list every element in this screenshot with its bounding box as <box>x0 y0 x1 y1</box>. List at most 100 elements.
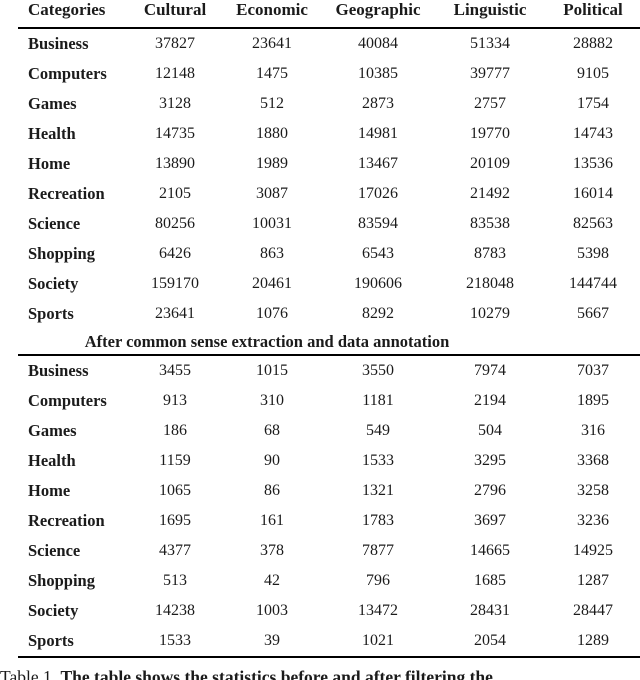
category-cell: Games <box>28 94 77 113</box>
table-row-science: Science 4377 378 7877 14665 14925 <box>18 536 640 566</box>
value-cell: 3550 <box>362 362 394 379</box>
value-cell: 51334 <box>470 35 510 52</box>
value-cell: 3087 <box>256 185 288 202</box>
value-cell: 83538 <box>470 215 510 232</box>
value-cell: 39777 <box>470 65 510 82</box>
value-cell: 190606 <box>354 275 402 292</box>
value-cell: 3258 <box>577 482 609 499</box>
table-row-sports: Sports 1533 39 1021 2054 1289 <box>18 626 640 658</box>
value-cell: 1159 <box>159 452 191 469</box>
table-row-recreation: Recreation 2105 3087 17026 21492 16014 <box>18 179 640 209</box>
value-cell: 5667 <box>577 305 609 322</box>
value-cell: 14981 <box>358 125 398 142</box>
value-cell: 14238 <box>155 602 195 619</box>
value-cell: 1181 <box>362 392 394 409</box>
caption-text: The table shows the statistics before an… <box>60 667 493 680</box>
value-cell: 90 <box>264 452 280 469</box>
value-cell: 42 <box>264 572 280 589</box>
table-caption: Table 1. The table shows the statistics … <box>0 666 640 680</box>
value-cell: 513 <box>163 572 187 589</box>
table-row-games: Games 186 68 549 504 316 <box>18 416 640 446</box>
table-row-health: Health 1159 90 1533 3295 3368 <box>18 446 640 476</box>
column-header-cultural: Cultural <box>128 0 222 29</box>
table-row-shopping: Shopping 513 42 796 1685 1287 <box>18 566 640 596</box>
value-cell: 10031 <box>252 215 292 232</box>
column-header-political: Political <box>546 0 640 29</box>
value-cell: 1321 <box>362 482 394 499</box>
table-divider: After common sense extraction and data a… <box>18 329 640 356</box>
value-cell: 144744 <box>569 275 617 292</box>
value-cell: 14735 <box>155 125 195 142</box>
value-cell: 7974 <box>474 362 506 379</box>
value-cell: 86 <box>264 482 280 499</box>
value-cell: 9105 <box>577 65 609 82</box>
table-row-society: Society 14238 1003 13472 28431 28447 <box>18 596 640 626</box>
category-cell: Society <box>28 601 79 620</box>
section-divider-label: After common sense extraction and data a… <box>18 329 640 356</box>
value-cell: 2873 <box>362 95 394 112</box>
category-cell: Shopping <box>28 244 95 263</box>
category-cell: Science <box>28 541 81 560</box>
value-cell: 8292 <box>362 305 394 322</box>
table-section-after-filtering: Business 3455 1015 3550 7974 7037 Computers 913… <box>18 355 640 658</box>
value-cell: 1533 <box>362 452 394 469</box>
value-cell: 1895 <box>577 392 609 409</box>
category-cell: Society <box>28 274 79 293</box>
value-cell: 83594 <box>358 215 398 232</box>
value-cell: 218048 <box>466 275 514 292</box>
category-cell: Business <box>28 361 89 380</box>
value-cell: 20109 <box>470 155 510 172</box>
value-cell: 16014 <box>573 185 613 202</box>
value-cell: 1783 <box>362 512 394 529</box>
value-cell: 17026 <box>358 185 398 202</box>
value-cell: 68 <box>264 422 280 439</box>
category-cell: Sports <box>28 304 74 323</box>
value-cell: 2757 <box>474 95 506 112</box>
section-divider-row: After common sense extraction and data a… <box>18 329 640 356</box>
value-cell: 28882 <box>573 35 613 52</box>
table-row-sports: Sports 23641 1076 8292 10279 5667 <box>18 299 640 329</box>
value-cell: 1289 <box>546 626 640 658</box>
value-cell: 159170 <box>151 275 199 292</box>
category-cell: Games <box>28 421 77 440</box>
value-cell: 23641 <box>252 35 292 52</box>
value-cell: 23641 <box>155 305 195 322</box>
value-cell: 512 <box>260 95 284 112</box>
value-cell: 913 <box>163 392 187 409</box>
table-row-business: Business 3455 1015 3550 7974 7037 <box>18 355 640 386</box>
category-cell: Recreation <box>28 184 105 203</box>
value-cell: 82563 <box>573 215 613 232</box>
value-cell: 8783 <box>474 245 506 262</box>
category-cell: Recreation <box>28 511 105 530</box>
value-cell: 4377 <box>159 542 191 559</box>
table-row-computers: Computers 913 310 1181 2194 1895 <box>18 386 640 416</box>
value-cell: 2194 <box>474 392 506 409</box>
value-cell: 3697 <box>474 512 506 529</box>
value-cell: 5398 <box>577 245 609 262</box>
value-cell: 3236 <box>577 512 609 529</box>
value-cell: 186 <box>163 422 187 439</box>
value-cell: 316 <box>581 422 605 439</box>
category-cell: Sports <box>18 626 128 658</box>
category-cell: Science <box>28 214 81 233</box>
value-cell: 3455 <box>159 362 191 379</box>
value-cell: 1754 <box>577 95 609 112</box>
value-cell: 10385 <box>358 65 398 82</box>
value-cell: 1003 <box>256 602 288 619</box>
category-cell: Shopping <box>28 571 95 590</box>
value-cell: 14743 <box>573 125 613 142</box>
value-cell: 1685 <box>474 572 506 589</box>
value-cell: 13472 <box>358 602 398 619</box>
value-cell: 37827 <box>155 35 195 52</box>
value-cell: 1533 <box>128 626 222 658</box>
category-cell: Home <box>28 481 71 500</box>
value-cell: 3295 <box>474 452 506 469</box>
column-header-geographic: Geographic <box>322 0 434 29</box>
value-cell: 1065 <box>159 482 191 499</box>
value-cell: 13890 <box>155 155 195 172</box>
value-cell: 7037 <box>577 362 609 379</box>
value-cell: 6426 <box>159 245 191 262</box>
value-cell: 13536 <box>573 155 613 172</box>
column-header-categories: Categories <box>18 0 128 29</box>
